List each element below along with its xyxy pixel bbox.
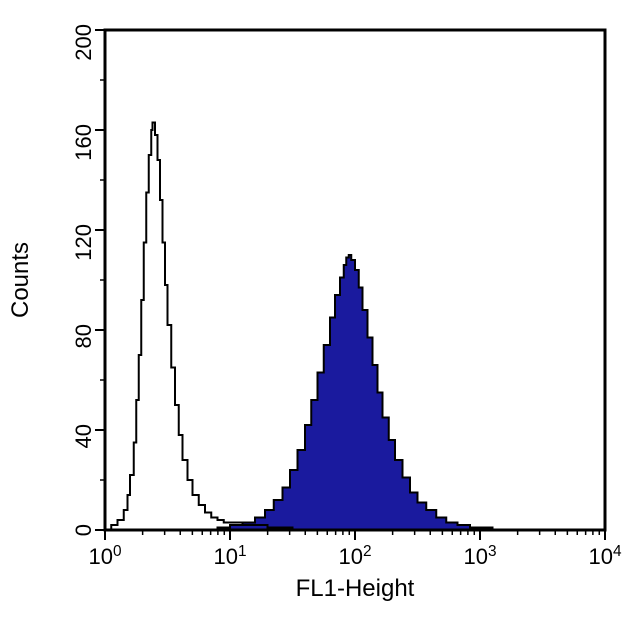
y-tick-label: 40 — [71, 424, 96, 448]
y-axis-label: Counts — [7, 242, 34, 318]
x-axis-label: FL1-Height — [296, 575, 415, 602]
chart-svg: 100101102103104FL1-Height04080120160200C… — [0, 0, 640, 626]
y-tick-label: 200 — [71, 24, 96, 61]
y-tick-label: 160 — [71, 124, 96, 161]
flow-cytometry-histogram: 100101102103104FL1-Height04080120160200C… — [0, 0, 640, 626]
y-tick-label: 120 — [71, 224, 96, 261]
y-tick-label: 80 — [71, 324, 96, 348]
y-tick-label: 0 — [71, 524, 96, 536]
